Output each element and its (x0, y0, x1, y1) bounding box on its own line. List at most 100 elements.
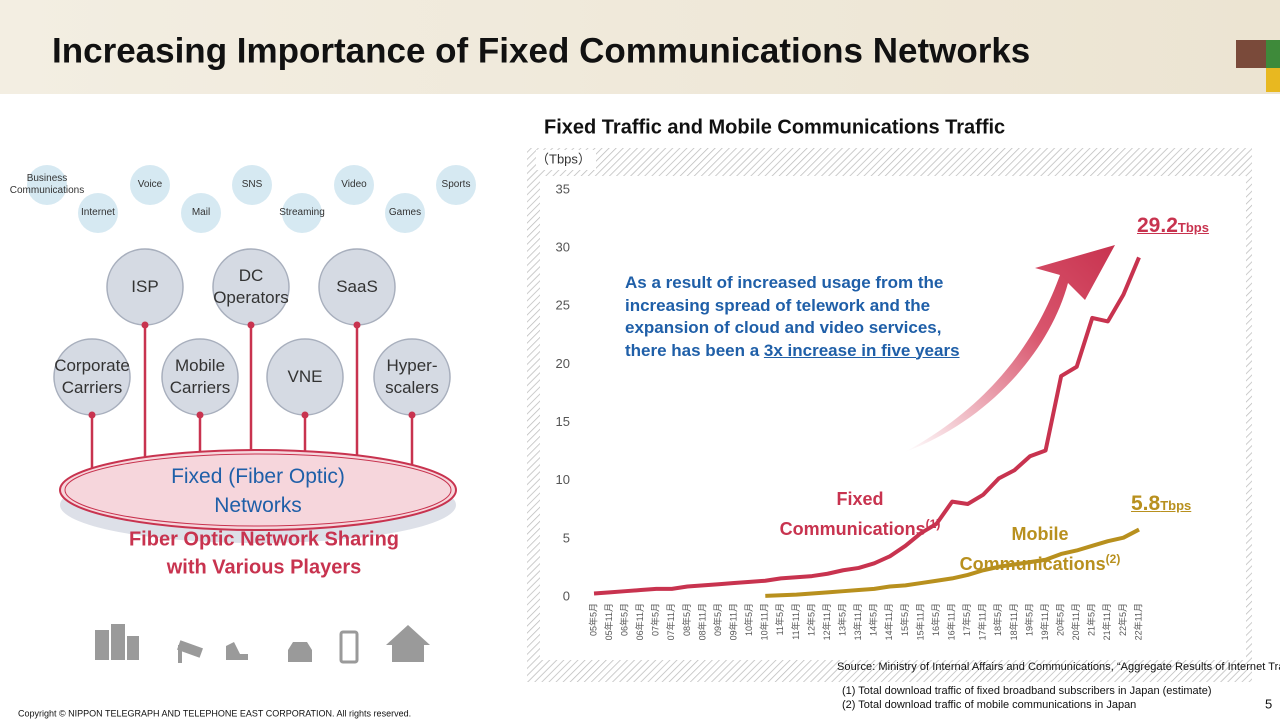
service-bubble (181, 193, 221, 233)
x-tick-label: 10年5月 (743, 603, 754, 636)
service-bubble (130, 165, 170, 205)
legend-note: (1) (925, 517, 941, 531)
y-tick-label: 35 (556, 181, 570, 196)
x-tick-label: 14年11月 (883, 603, 894, 640)
service-label: Games (388, 207, 422, 218)
end-unit: Tbps (1177, 220, 1209, 235)
x-tick-label: 22年5月 (1117, 603, 1128, 636)
legend-name: Mobile Communications (959, 524, 1106, 574)
diagram-lines (90, 325, 414, 480)
connector-dot (88, 411, 96, 419)
title: Increasing Importance of Fixed Communica… (52, 31, 1030, 70)
end-label: 5.8Tbps (1131, 492, 1191, 516)
copyright: Copyright © NIPPON TELEGRAPH AND TELEPHO… (18, 708, 411, 718)
deco (1236, 40, 1266, 68)
annotation-highlight: 3x increase in five years (763, 340, 960, 360)
x-tick-label: 17年5月 (961, 603, 972, 636)
service-bubble (232, 165, 272, 205)
label-bg (536, 150, 596, 170)
connector-dot (408, 411, 416, 419)
x-tick-label: 14年5月 (868, 603, 879, 636)
icons (95, 624, 430, 664)
x-tick-label: 17年11月 (977, 603, 988, 640)
y-axis-label: （Tbps） (536, 151, 591, 166)
player-label: Hyper-scalers (385, 356, 439, 397)
x-tick-label: 16年11月 (946, 603, 957, 640)
footnote: (1) Total download traffic of fixed broa… (842, 685, 1212, 697)
service-label: Business Communications (9, 173, 85, 196)
x-tick-label: 05年11月 (603, 603, 614, 640)
series-legend: Fixed Communications(1) (775, 487, 945, 542)
series-legend: Mobile Communications(2) (955, 522, 1125, 577)
end-label: 29.2Tbps (1137, 214, 1209, 238)
service-bubble (385, 193, 425, 233)
service-bubble (436, 165, 476, 205)
x-tick-label: 20年11月 (1070, 603, 1081, 640)
caption: Fiber Optic Network Sharing (129, 528, 399, 550)
header-band (0, 0, 1280, 94)
footnote: (2) Total download traffic of mobile com… (842, 699, 1136, 711)
player-label: Corporate Carriers (54, 356, 130, 397)
player-label: ISP (131, 277, 159, 296)
chart-title: Fixed Traffic and Mobile Communications … (544, 116, 1005, 138)
x-tick-label: 18年11月 (1008, 603, 1019, 640)
service-label: Streaming (279, 207, 325, 218)
y-tick-label: 15 (556, 414, 570, 429)
source: Source: Ministry of Internal Affairs and… (837, 661, 1280, 673)
x-tick-label: 18年5月 (992, 603, 1003, 636)
network-ellipse (59, 449, 457, 531)
x-tick-label: 06年11月 (634, 603, 645, 640)
player-label: Mobile Carriers (169, 356, 231, 397)
x-tick-label: 20年5月 (1055, 603, 1066, 636)
growth-arrow (905, 245, 1115, 452)
service-label: Video (341, 179, 367, 190)
y-tick-label: 0 (563, 588, 570, 603)
legend-note: (2) (1105, 552, 1121, 566)
deco (1266, 40, 1280, 68)
x-tick-label: 22年11月 (1132, 603, 1143, 640)
x-tick-label: 09年11月 (728, 603, 739, 640)
service-label: Sports (441, 179, 471, 190)
legend-name: Fixed Communications (779, 489, 926, 539)
y-tick-label: 30 (556, 240, 570, 255)
player-label: DC Operators (213, 266, 289, 307)
connector-dot (353, 321, 361, 329)
x-tick-label: 09年5月 (712, 603, 723, 636)
service-bubble (282, 193, 322, 233)
service-bubble (27, 165, 67, 205)
annotation-text: As a result of increased usage from the … (625, 273, 944, 360)
series-line (765, 527, 1140, 598)
service-bubble (78, 193, 118, 233)
x-tick-label: 12年11月 (821, 603, 832, 640)
x-tick-label: 13年11月 (852, 603, 863, 640)
x-tick-label: 05年5月 (587, 603, 598, 636)
connector-dot (196, 411, 204, 419)
x-tick-label: 07年11月 (665, 603, 676, 640)
x-tick-label: 06年5月 (619, 603, 630, 636)
connector-dot (141, 321, 149, 329)
service-label: Internet (81, 207, 115, 218)
x-tick-label: 19年11月 (1039, 603, 1050, 640)
connector-dot (247, 321, 255, 329)
end-value: 29.2 (1137, 214, 1178, 237)
x-tick-label: 21年11月 (1101, 603, 1112, 640)
x-tick-label: 08年5月 (681, 603, 692, 636)
x-tick-label: 19年5月 (1023, 603, 1034, 636)
x-tick-label: 16年5月 (930, 603, 941, 636)
x-tick-label: 15年5月 (899, 603, 910, 636)
x-tick-label: 21年5月 (1086, 603, 1097, 636)
annotation: As a result of increased usage from the … (625, 272, 980, 362)
service-label: SNS (241, 179, 263, 190)
x-tick-label: 10年11月 (759, 603, 770, 640)
page-number: 5 (1265, 696, 1272, 711)
service-bubble (334, 165, 374, 205)
end-unit: Tbps (1160, 498, 1192, 513)
x-tick-label: 11年11月 (790, 603, 801, 640)
x-tick-label: 15年11月 (914, 603, 925, 640)
x-tick-label: 12年5月 (805, 603, 816, 636)
plot-bg (540, 176, 1246, 660)
y-tick-label: 10 (556, 472, 570, 487)
x-tick-label: 07年5月 (650, 603, 661, 636)
